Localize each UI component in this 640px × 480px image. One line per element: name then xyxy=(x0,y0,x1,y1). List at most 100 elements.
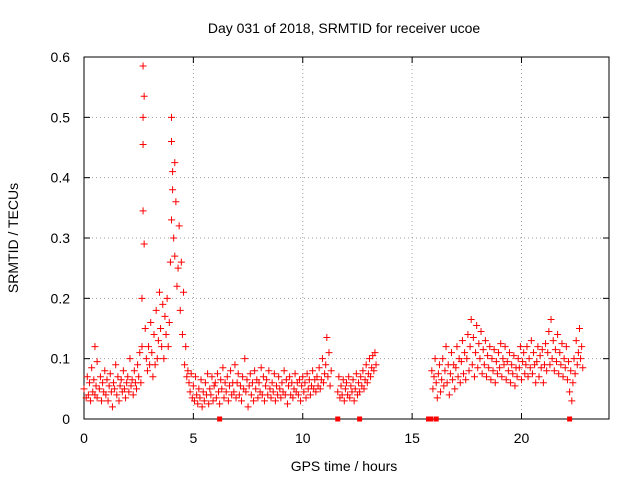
data-point xyxy=(195,385,203,393)
data-point xyxy=(257,364,265,372)
data-point xyxy=(543,367,551,375)
data-point xyxy=(534,343,542,351)
data-point xyxy=(160,355,168,363)
data-point xyxy=(513,373,521,381)
y-tick-label: 0.1 xyxy=(51,351,71,367)
data-point xyxy=(457,358,465,366)
y-tick-label: 0.5 xyxy=(51,109,71,125)
data-point xyxy=(116,382,124,390)
data-point xyxy=(270,370,278,378)
data-point xyxy=(263,376,271,384)
data-point xyxy=(220,394,228,402)
data-point xyxy=(84,391,92,399)
data-point xyxy=(267,394,275,402)
data-point xyxy=(352,370,360,378)
data-point xyxy=(466,343,474,351)
x-axis-label: GPS time / hours xyxy=(291,458,398,474)
data-point xyxy=(248,379,256,387)
data-point xyxy=(269,388,277,396)
data-point xyxy=(200,397,208,405)
data-point xyxy=(527,337,535,345)
x-tick-label: 10 xyxy=(295,430,311,446)
data-point xyxy=(435,361,443,369)
data-point xyxy=(283,400,291,408)
data-point xyxy=(218,385,226,393)
data-point xyxy=(526,364,534,372)
data-point xyxy=(204,370,212,378)
data-point xyxy=(286,373,294,381)
data-point xyxy=(123,379,131,387)
data-point xyxy=(463,355,471,363)
data-point xyxy=(297,397,305,405)
data-point xyxy=(209,397,217,405)
data-point xyxy=(83,373,91,381)
data-point xyxy=(274,391,282,399)
data-point xyxy=(496,364,504,372)
data-point xyxy=(510,352,518,360)
data-point xyxy=(343,379,350,387)
data-point xyxy=(186,388,194,396)
data-point xyxy=(112,361,120,369)
data-point xyxy=(546,361,554,369)
data-point xyxy=(337,382,345,390)
data-point xyxy=(245,382,253,390)
data-point xyxy=(575,325,583,332)
data-point xyxy=(142,355,150,363)
data-point xyxy=(464,331,472,339)
data-point xyxy=(289,394,297,402)
y-axis-label: SRMTID / TECUs xyxy=(5,183,21,293)
data-point xyxy=(346,394,354,402)
chart-title: Day 031 of 2018, SRMTID for receiver uco… xyxy=(208,20,481,36)
data-point xyxy=(441,367,449,375)
data-point xyxy=(578,343,586,351)
data-point xyxy=(199,388,207,396)
data-point xyxy=(479,346,487,354)
data-point xyxy=(80,385,88,393)
data-point xyxy=(313,373,321,381)
data-point xyxy=(158,343,166,351)
data-point xyxy=(493,370,501,378)
y-tick-label: 0.3 xyxy=(51,230,71,246)
data-point xyxy=(544,349,552,357)
data-point xyxy=(211,379,219,387)
data-point xyxy=(175,222,183,230)
data-point xyxy=(528,370,536,378)
data-point xyxy=(432,379,440,387)
data-point xyxy=(232,394,240,402)
data-point xyxy=(227,367,235,375)
data-point xyxy=(219,364,227,372)
data-point xyxy=(106,370,114,378)
data-point xyxy=(448,349,455,357)
data-point xyxy=(189,382,197,390)
data-point xyxy=(275,373,283,381)
data-point xyxy=(487,376,495,384)
data-point xyxy=(341,385,349,393)
data-point xyxy=(119,367,127,375)
data-point xyxy=(349,376,357,384)
data-point xyxy=(562,343,570,351)
data-point xyxy=(139,113,147,121)
data-point xyxy=(453,343,461,351)
data-point xyxy=(239,373,247,381)
data-point xyxy=(535,373,543,381)
data-point xyxy=(363,379,371,387)
data-point xyxy=(266,385,274,393)
data-point xyxy=(573,361,581,369)
data-point xyxy=(130,367,138,375)
data-point xyxy=(334,388,342,396)
data-point xyxy=(185,379,193,387)
data-point xyxy=(217,376,225,384)
data-point xyxy=(347,382,355,390)
data-point xyxy=(159,300,167,308)
data-point xyxy=(110,379,118,387)
data-point xyxy=(252,385,260,393)
data-point xyxy=(514,355,522,363)
data-point xyxy=(139,207,147,215)
data-point xyxy=(503,358,511,366)
data-point xyxy=(277,394,285,402)
data-point xyxy=(114,373,122,381)
data-point xyxy=(355,379,363,387)
data-point xyxy=(536,352,544,360)
data-point xyxy=(264,391,272,399)
